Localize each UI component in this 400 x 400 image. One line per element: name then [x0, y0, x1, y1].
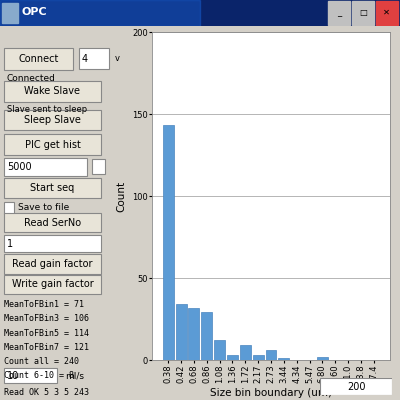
Text: OPC: OPC — [22, 8, 48, 18]
Text: MeanToFBin1 = 71: MeanToFBin1 = 71 — [4, 300, 84, 309]
Bar — [278, 358, 289, 360]
FancyBboxPatch shape — [4, 48, 74, 70]
Text: Start seq: Start seq — [30, 183, 74, 193]
Text: Slave sent to sleep: Slave sent to sleep — [7, 104, 87, 114]
Text: PIC get hist: PIC get hist — [24, 140, 80, 150]
Bar — [92, 159, 105, 174]
Bar — [4, 202, 14, 214]
Bar — [163, 126, 174, 360]
Bar — [201, 312, 212, 360]
Text: ✕: ✕ — [383, 8, 390, 17]
Text: □: □ — [359, 8, 367, 17]
FancyBboxPatch shape — [4, 110, 101, 130]
Text: Save to file: Save to file — [18, 203, 69, 212]
Bar — [79, 48, 109, 69]
Text: Read SerNo: Read SerNo — [24, 218, 81, 228]
Bar — [328, 1, 350, 25]
Text: 10: 10 — [7, 371, 19, 381]
Text: MeanToFBin7 = 121: MeanToFBin7 = 121 — [4, 343, 89, 352]
Text: 4: 4 — [82, 54, 88, 64]
Bar — [188, 308, 200, 360]
Text: Sleep Slave: Sleep Slave — [24, 115, 81, 125]
Text: 200: 200 — [347, 382, 365, 392]
Bar — [0, 0, 200, 26]
Bar — [4, 236, 101, 252]
Text: Connect: Connect — [18, 54, 59, 64]
Bar — [317, 357, 328, 360]
Bar — [4, 368, 56, 383]
Bar — [227, 355, 238, 360]
Bar — [352, 1, 374, 25]
Text: Count 6-10 = 8: Count 6-10 = 8 — [4, 371, 74, 380]
Bar — [214, 340, 225, 360]
Text: Wake Slave: Wake Slave — [24, 86, 80, 96]
Bar — [4, 158, 87, 176]
Text: Connected: Connected — [7, 74, 56, 83]
Text: 1: 1 — [7, 239, 13, 249]
FancyBboxPatch shape — [4, 178, 101, 198]
FancyBboxPatch shape — [4, 134, 101, 155]
Text: MeanToFBin3 = 106: MeanToFBin3 = 106 — [4, 314, 89, 323]
Text: Count all = 240: Count all = 240 — [4, 357, 79, 366]
Text: MeanToFBin5 = 114: MeanToFBin5 = 114 — [4, 328, 89, 338]
Bar — [253, 355, 264, 360]
Bar — [376, 1, 398, 25]
X-axis label: Size bin boundary (um): Size bin boundary (um) — [210, 388, 332, 398]
Bar — [266, 350, 276, 360]
Text: _: _ — [337, 8, 341, 17]
Text: Read OK 5 3 5 243: Read OK 5 3 5 243 — [4, 388, 89, 397]
FancyBboxPatch shape — [4, 213, 101, 232]
FancyBboxPatch shape — [4, 81, 101, 102]
Text: 5000: 5000 — [7, 162, 32, 172]
Bar — [176, 304, 186, 360]
Text: v: v — [114, 54, 120, 64]
Bar — [240, 345, 251, 360]
FancyBboxPatch shape — [4, 275, 101, 294]
Y-axis label: Count: Count — [116, 180, 126, 212]
Text: Read gain factor: Read gain factor — [12, 259, 93, 269]
Text: Write gain factor: Write gain factor — [12, 280, 93, 290]
FancyBboxPatch shape — [4, 254, 101, 274]
Bar — [2, 2, 18, 23]
Text: ml/s: ml/s — [65, 371, 84, 380]
